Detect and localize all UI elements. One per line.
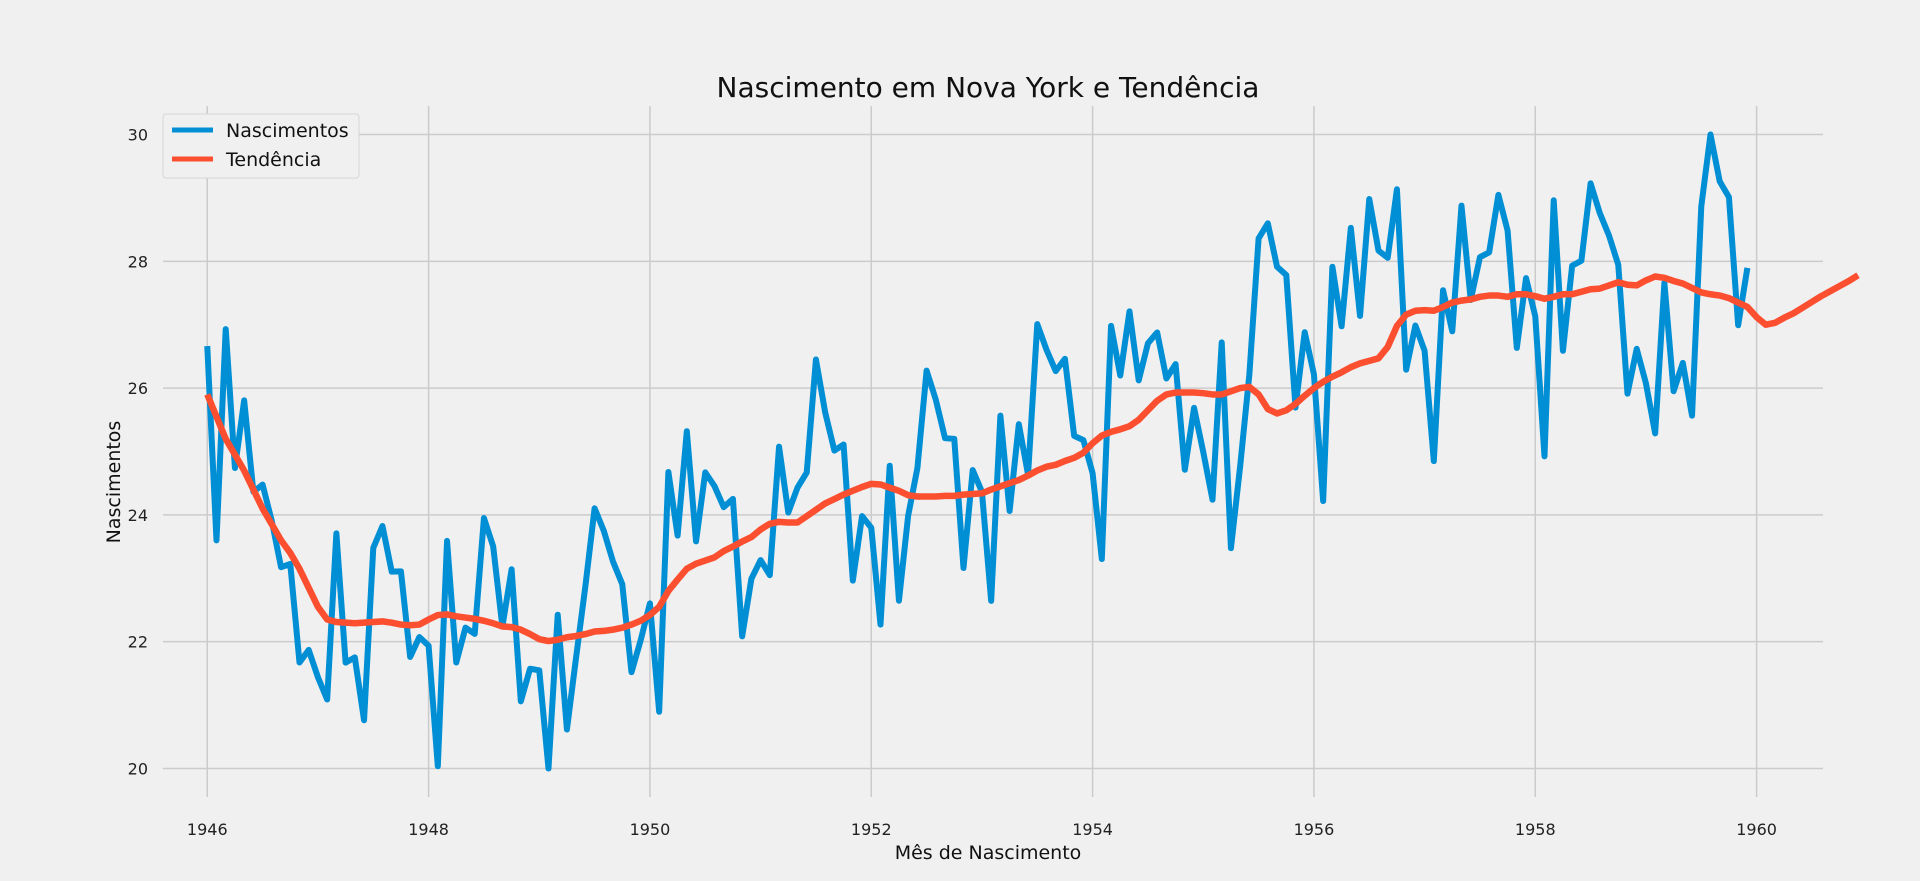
y-tick-label: 24 <box>128 506 148 525</box>
y-axis-title: Nascimentos <box>103 421 125 544</box>
x-axis-title: Mês de Nascimento <box>895 842 1082 864</box>
x-tick-label: 1950 <box>630 820 671 839</box>
series-line-nascimentos <box>204 131 1751 772</box>
y-tick-label: 20 <box>128 759 148 778</box>
series-line-tendencia <box>204 272 1860 645</box>
series-lines <box>204 131 1860 772</box>
legend: Nascimentos Tendência <box>162 113 360 179</box>
chart-title: Nascimento em Nova York e Tendência <box>717 71 1260 104</box>
legend-label-tendencia: Tendência <box>225 149 321 171</box>
y-tick-label: 22 <box>128 633 148 652</box>
x-tick-label: 1954 <box>1072 820 1113 839</box>
x-tick-label: 1956 <box>1294 820 1335 839</box>
y-tick-label: 30 <box>128 126 148 145</box>
x-axis-ticks: 1946 1948 1950 1952 1954 1956 1958 1960 <box>187 820 1777 839</box>
y-tick-label: 26 <box>128 379 148 398</box>
legend-label-nascimentos: Nascimentos <box>226 120 349 142</box>
y-axis-ticks: 20 22 24 26 28 30 <box>128 126 148 779</box>
y-tick-label: 28 <box>128 252 148 271</box>
x-tick-label: 1946 <box>187 820 228 839</box>
x-tick-label: 1952 <box>851 820 892 839</box>
x-tick-label: 1948 <box>408 820 449 839</box>
x-tick-label: 1958 <box>1515 820 1556 839</box>
x-tick-label: 1960 <box>1736 820 1777 839</box>
